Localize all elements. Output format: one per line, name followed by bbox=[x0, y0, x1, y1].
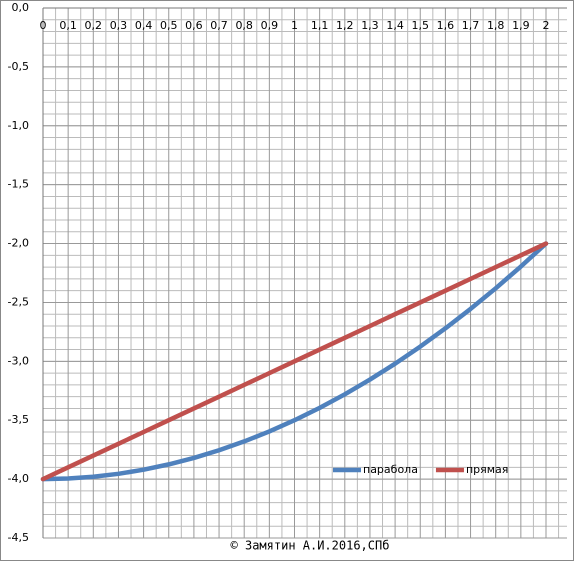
x-tick-label: 1,1 bbox=[311, 19, 329, 32]
x-tick-label: 0,2 bbox=[85, 19, 103, 32]
x-tick-label: 0,1 bbox=[59, 19, 77, 32]
y-tick-label: -2,0 bbox=[8, 237, 29, 250]
x-tick-label: 1,8 bbox=[487, 19, 505, 32]
x-tick-label: 0 bbox=[40, 19, 47, 32]
grid bbox=[42, 7, 567, 539]
x-tick-label: 1 bbox=[291, 19, 298, 32]
series-line bbox=[40, 241, 549, 482]
y-tick-label: -3,5 bbox=[8, 413, 29, 426]
y-tick-label: -4,5 bbox=[8, 531, 29, 544]
x-tick-label: 1,7 bbox=[462, 19, 480, 32]
legend-label: парабола bbox=[363, 463, 418, 476]
y-tick-label: -0,5 bbox=[8, 60, 29, 73]
plot: парабола прямая bbox=[40, 241, 549, 482]
x-tick-label: 0,4 bbox=[135, 19, 153, 32]
series-line bbox=[40, 241, 549, 482]
x-tick-label: 1,5 bbox=[412, 19, 430, 32]
x-tick-label: 0,8 bbox=[235, 19, 253, 32]
y-tick-label: -1,0 bbox=[8, 119, 29, 132]
x-tick-label: 0,5 bbox=[160, 19, 178, 32]
y-tick-label: -1,5 bbox=[8, 178, 29, 191]
x-tick-label: 0,9 bbox=[261, 19, 279, 32]
x-tick-label: 1,6 bbox=[437, 19, 455, 32]
x-tick-label: 1,9 bbox=[512, 19, 530, 32]
x-tick-label: 0,3 bbox=[110, 19, 128, 32]
y-tick-label: -2,5 bbox=[8, 295, 29, 308]
x-tick-label: 0,7 bbox=[210, 19, 228, 32]
x-tick-label: 0,6 bbox=[185, 19, 203, 32]
legend-label: прямая bbox=[466, 463, 508, 476]
y-tick-label: -4,0 bbox=[8, 472, 29, 485]
x-tick-label: 1,4 bbox=[386, 19, 404, 32]
x-tick-label: 1,3 bbox=[361, 19, 379, 32]
x-tick-label: 2 bbox=[543, 19, 550, 32]
x-tick-label: 1,2 bbox=[336, 19, 354, 32]
y-tick-label: 0,0 bbox=[12, 1, 30, 14]
annotation: © Замятин А.И.2016,СПб bbox=[231, 539, 390, 553]
y-tick-label: -3,0 bbox=[8, 354, 29, 367]
